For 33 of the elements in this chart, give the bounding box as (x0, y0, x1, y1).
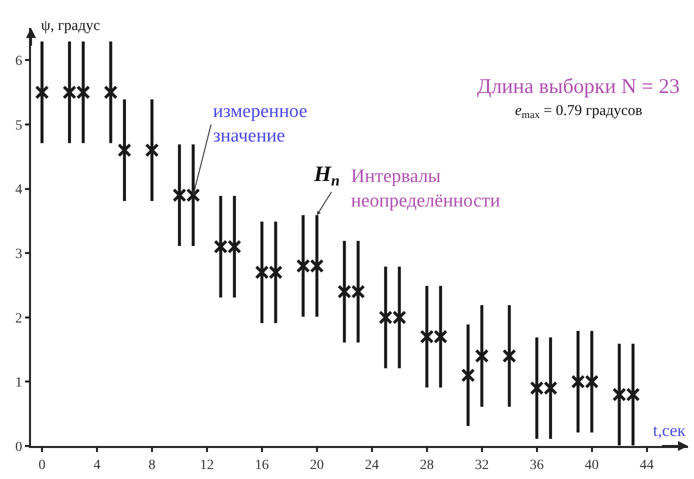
point (104, 85, 118, 100)
x-tick-label: 40 (584, 458, 599, 473)
annotation: Интервалы неопределённости (351, 166, 500, 212)
point (144, 143, 159, 158)
x-tick-label: 28 (420, 458, 434, 473)
x-tick-label: 8 (148, 458, 156, 473)
annotation: H$_{n}$ (313, 161, 340, 190)
x-tick-label: 20 (310, 458, 324, 473)
point (502, 348, 516, 363)
point (35, 85, 49, 100)
x-tick-label: 12 (200, 458, 214, 473)
annotation: Длина выборки N = 23 (477, 74, 680, 98)
y-tick-label: 3 (15, 246, 22, 262)
x-tick-label: 36 (530, 458, 544, 473)
y-tick-label: 0 (15, 440, 22, 455)
x-axis-title: t,сек (653, 421, 686, 440)
y-tick-label: 6 (15, 54, 22, 70)
point (117, 143, 132, 158)
y-tick-label: 1 (15, 376, 22, 391)
y-tick-label: 4 (15, 182, 22, 198)
x-tick-label: 44 (640, 458, 654, 473)
y-tick-label: 5 (15, 118, 22, 134)
y-axis-title: ψ, градус (41, 18, 100, 34)
y-tick-label: 2 (15, 311, 22, 326)
x-tick-label: 16 (254, 458, 269, 473)
x-tick-label: 0 (38, 458, 46, 473)
x-tick-label: 4 (93, 458, 100, 473)
x-tick-label: 24 (364, 458, 379, 473)
point (474, 348, 489, 363)
point (461, 368, 476, 382)
annotation: измеренное значение (213, 101, 308, 147)
x-tick-label: 32 (474, 458, 489, 473)
annotation: e$_{max}$ = 0.79 градусов (515, 103, 642, 122)
